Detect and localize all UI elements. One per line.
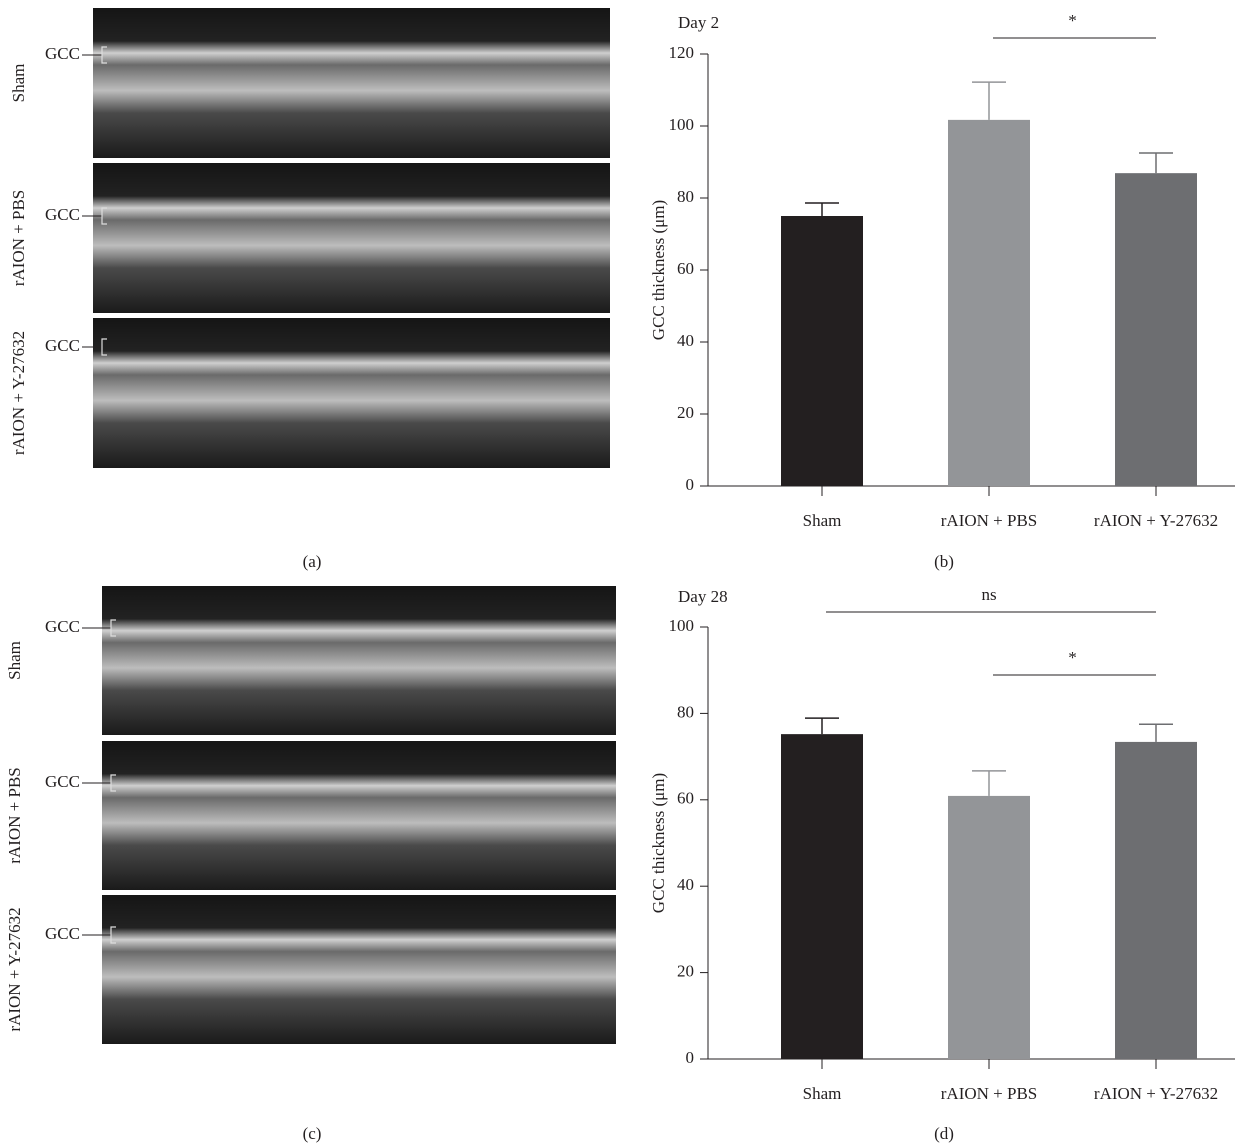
panel-caption: (a) [303, 552, 322, 571]
row-label: rAION + Y-27632 [9, 331, 28, 455]
y-tick-label: 20 [677, 962, 694, 981]
y-tick-label: 120 [669, 43, 695, 62]
x-tick-label: Sham [803, 1084, 842, 1103]
y-tick-label: 40 [677, 875, 694, 894]
y-tick-label: 80 [677, 187, 694, 206]
bar [1115, 741, 1197, 1059]
layer-bracket [110, 774, 116, 792]
oct-image [93, 8, 610, 158]
oct-image [93, 163, 610, 313]
y-tick-label: 100 [669, 115, 695, 134]
bar [948, 119, 1030, 486]
layer-bracket [101, 338, 107, 356]
row-label: rAION + PBS [9, 190, 28, 287]
bar [781, 216, 863, 486]
layer-label: GCC [45, 205, 80, 224]
oct-image [93, 318, 610, 468]
bar [1115, 173, 1197, 486]
oct-image [102, 895, 616, 1044]
layer-bracket [110, 926, 116, 944]
oct-image [102, 586, 616, 735]
chart-title: Day 28 [678, 587, 728, 606]
layer-bracket [101, 46, 107, 64]
layer-label: GCC [45, 617, 80, 636]
x-tick-label: rAION + PBS [941, 511, 1038, 530]
layer-bracket [101, 207, 107, 225]
panel-caption: (c) [303, 1124, 322, 1143]
row-label: Sham [5, 641, 24, 680]
x-tick-label: rAION + Y-27632 [1094, 511, 1218, 530]
oct-image [102, 741, 616, 890]
layer-label: GCC [45, 336, 80, 355]
layer-label: GCC [45, 924, 80, 943]
panel-caption: (b) [934, 552, 954, 571]
y-tick-label: 60 [677, 259, 694, 278]
y-tick-label: 60 [677, 789, 694, 808]
row-label: Sham [9, 64, 28, 103]
row-label: rAION + PBS [5, 767, 24, 864]
y-tick-label: 20 [677, 403, 694, 422]
layer-label: GCC [45, 44, 80, 63]
chart-title: Day 2 [678, 13, 719, 32]
y-axis-label: GCC thickness (μm) [649, 200, 668, 340]
y-axis-label: GCC thickness (μm) [649, 773, 668, 913]
x-tick-label: rAION + Y-27632 [1094, 1084, 1218, 1103]
y-tick-label: 80 [677, 702, 694, 721]
panel-caption: (d) [934, 1124, 954, 1143]
x-tick-label: rAION + PBS [941, 1084, 1038, 1103]
significance-label: * [1068, 11, 1077, 30]
y-tick-label: 100 [669, 616, 695, 635]
y-tick-label: 0 [686, 475, 695, 494]
bar [781, 734, 863, 1059]
layer-label: GCC [45, 772, 80, 791]
row-label: rAION + Y-27632 [5, 907, 24, 1031]
significance-label: ns [981, 585, 996, 604]
y-tick-label: 40 [677, 331, 694, 350]
layer-bracket [110, 619, 116, 637]
bar [948, 795, 1030, 1059]
y-tick-label: 0 [686, 1048, 695, 1067]
x-tick-label: Sham [803, 511, 842, 530]
significance-label: * [1068, 648, 1077, 667]
